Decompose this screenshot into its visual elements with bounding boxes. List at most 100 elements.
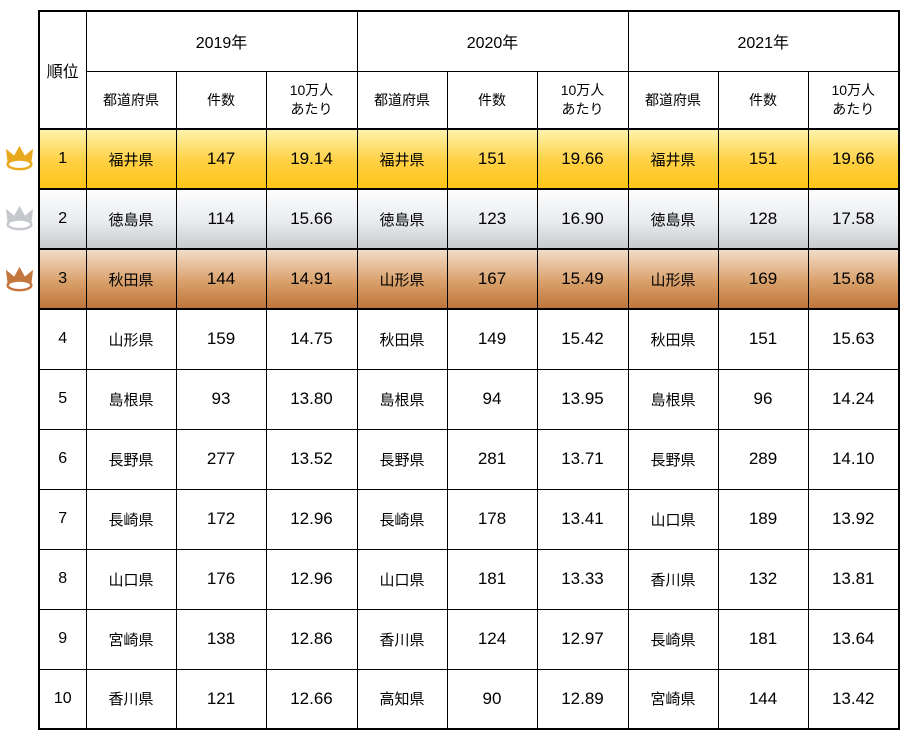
per-capita-cell-2021: 13.42 [807,668,900,730]
table-row: 3 秋田県 144 14.91 山形県 167 15.49 山形県 169 15… [38,248,900,310]
count-cell-2020: 123 [446,188,538,250]
per-capita-cell-2019: 19.14 [265,128,358,190]
per-capita-cell-2019: 13.52 [265,428,358,490]
prefecture-cell-2020: 高知県 [356,668,448,730]
per-capita-cell-2021: 15.63 [807,308,900,370]
prefecture-cell-2020: 秋田県 [356,308,448,370]
year-header-row: 順位 2019年 2020年 2021年 [38,10,900,130]
bronze-crown-icon [3,264,36,295]
prefecture-cell-2020: 長崎県 [356,488,448,550]
subheader-prefecture-2021: 都道府県 [627,70,719,130]
table-body: 1 福井県 147 19.14 福井県 151 19.66 福井県 151 19… [38,128,900,730]
prefecture-cell-2019: 秋田県 [85,248,177,310]
per-capita-cell-2020: 15.49 [536,248,629,310]
prefecture-cell-2021: 長野県 [627,428,719,490]
subheader-per-capita-2019: 10万人 あたり [265,70,358,130]
year-header-2020: 2020年 [356,10,629,72]
count-cell-2020: 90 [446,668,538,730]
per-capita-cell-2019: 12.66 [265,668,358,730]
per-capita-cell-2019: 12.96 [265,548,358,610]
count-cell-2021: 181 [717,608,809,670]
per-capita-cell-2020: 13.41 [536,488,629,550]
per-capita-cell-2020: 19.66 [536,128,629,190]
subheader-count-2020: 件数 [446,70,538,130]
prefecture-cell-2019: 宮崎県 [85,608,177,670]
rank-column-header: 順位 [38,10,87,130]
table-row: 7 長崎県 172 12.96 長崎県 178 13.41 山口県 189 13… [38,488,900,550]
rank-cell: 8 [38,548,87,610]
prefecture-cell-2021: 徳島県 [627,188,719,250]
per-capita-cell-2019: 13.80 [265,368,358,430]
count-cell-2019: 277 [175,428,267,490]
count-cell-2019: 147 [175,128,267,190]
prefecture-cell-2020: 福井県 [356,128,448,190]
subheader-count-2021: 件数 [717,70,809,130]
per-capita-cell-2020: 15.42 [536,308,629,370]
prefecture-cell-2021: 山口県 [627,488,719,550]
subheader-count-2019: 件数 [175,70,267,130]
table-row: 8 山口県 176 12.96 山口県 181 13.33 香川県 132 13… [38,548,900,610]
count-cell-2019: 159 [175,308,267,370]
prefecture-cell-2020: 山形県 [356,248,448,310]
year-header-2021: 2021年 [627,10,900,72]
count-cell-2021: 128 [717,188,809,250]
prefecture-cell-2019: 山口県 [85,548,177,610]
count-cell-2019: 172 [175,488,267,550]
rank-cell: 9 [38,608,87,670]
count-cell-2020: 167 [446,248,538,310]
prefecture-cell-2020: 香川県 [356,608,448,670]
per-capita-cell-2021: 15.68 [807,248,900,310]
table-row: 4 山形県 159 14.75 秋田県 149 15.42 秋田県 151 15… [38,308,900,370]
count-cell-2020: 149 [446,308,538,370]
prefecture-cell-2019: 山形県 [85,308,177,370]
count-cell-2021: 144 [717,668,809,730]
count-cell-2020: 94 [446,368,538,430]
table-row: 2 徳島県 114 15.66 徳島県 123 16.90 徳島県 128 17… [38,188,900,250]
rank-cell: 5 [38,368,87,430]
per-capita-cell-2019: 12.86 [265,608,358,670]
year-header-2019: 2019年 [85,10,358,72]
prefecture-cell-2021: 秋田県 [627,308,719,370]
rank-cell: 7 [38,488,87,550]
per-capita-cell-2019: 12.96 [265,488,358,550]
per-capita-cell-2020: 16.90 [536,188,629,250]
per-capita-cell-2021: 17.58 [807,188,900,250]
count-cell-2020: 281 [446,428,538,490]
per-capita-cell-2021: 19.66 [807,128,900,190]
silver-crown-icon [3,203,36,234]
prefecture-cell-2019: 長崎県 [85,488,177,550]
count-cell-2020: 181 [446,548,538,610]
per-capita-cell-2021: 13.64 [807,608,900,670]
table-row: 5 島根県 93 13.80 島根県 94 13.95 島根県 96 14.24 [38,368,900,430]
count-cell-2020: 178 [446,488,538,550]
prefecture-cell-2020: 山口県 [356,548,448,610]
prefecture-cell-2021: 長崎県 [627,608,719,670]
count-cell-2021: 132 [717,548,809,610]
subheader-prefecture-2019: 都道府県 [85,70,177,130]
per-capita-cell-2020: 13.71 [536,428,629,490]
table-row: 10 香川県 121 12.66 高知県 90 12.89 宮崎県 144 13… [38,668,900,730]
count-cell-2019: 138 [175,608,267,670]
ranking-table: 順位 2019年 2020年 2021年 都道府県 件数 10万人 あたり 都道… [38,10,900,730]
subheader-prefecture-2020: 都道府県 [356,70,448,130]
rank-cell: 4 [38,308,87,370]
rank-cell: 10 [38,668,87,730]
count-cell-2020: 151 [446,128,538,190]
per-capita-cell-2019: 14.75 [265,308,358,370]
table-row: 9 宮崎県 138 12.86 香川県 124 12.97 長崎県 181 13… [38,608,900,670]
per-capita-cell-2021: 14.10 [807,428,900,490]
count-cell-2019: 176 [175,548,267,610]
count-cell-2020: 124 [446,608,538,670]
prefecture-cell-2020: 島根県 [356,368,448,430]
count-cell-2021: 151 [717,308,809,370]
gold-crown-icon [3,143,36,174]
per-capita-cell-2021: 13.81 [807,548,900,610]
sub-header-row: 都道府県 件数 10万人 あたり 都道府県 件数 10万人 あたり 都道府県 件… [39,70,900,130]
per-capita-cell-2020: 13.95 [536,368,629,430]
count-cell-2021: 169 [717,248,809,310]
per-capita-cell-2021: 13.92 [807,488,900,550]
subheader-per-capita-2020: 10万人 あたり [536,70,629,130]
count-cell-2021: 151 [717,128,809,190]
prefecture-cell-2020: 長野県 [356,428,448,490]
